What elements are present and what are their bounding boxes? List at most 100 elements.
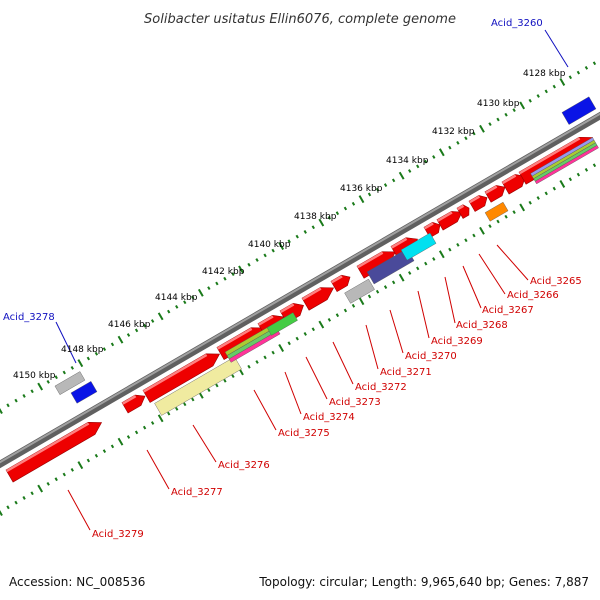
minor-tick — [142, 425, 147, 430]
minor-tick — [576, 70, 581, 75]
minor-tick — [592, 163, 597, 168]
major-tick — [438, 148, 445, 157]
connector-acid-3267 — [462, 265, 482, 309]
minor-tick — [456, 243, 460, 247]
feature-grey-3272 — [344, 278, 375, 304]
gene-label-acid-3269[interactable]: Acid_3269 — [431, 336, 483, 347]
genome-summary-text: Topology: circular; Length: 9,965,640 bp… — [259, 575, 589, 589]
minor-tick — [311, 327, 315, 332]
feature-khaki-3276 — [154, 356, 242, 416]
gene-label-acid-3265[interactable]: Acid_3265 — [530, 276, 582, 287]
feature-blue-3278 — [70, 381, 98, 404]
gene-label-acid-3272[interactable]: Acid_3272 — [355, 382, 407, 393]
major-tick — [398, 273, 405, 282]
major-tick — [318, 320, 325, 329]
minor-tick — [343, 308, 348, 313]
cds-acid-3264-shade — [502, 174, 517, 185]
minor-tick — [351, 303, 356, 308]
minor-tick — [110, 444, 115, 449]
minor-tick — [150, 421, 155, 425]
major-tick — [117, 437, 124, 446]
gene-label-acid-3270[interactable]: Acid_3270 — [405, 351, 457, 362]
minor-tick — [223, 378, 227, 383]
gene-label-acid-3267[interactable]: Acid_3267 — [482, 305, 534, 316]
minor-tick — [584, 66, 589, 70]
minor-tick — [247, 364, 251, 369]
major-tick — [77, 461, 84, 470]
minor-tick — [295, 234, 299, 239]
minor-tick — [126, 435, 131, 439]
minor-tick — [327, 215, 332, 220]
minor-tick — [576, 172, 581, 177]
major-tick — [0, 510, 3, 516]
minor-tick — [536, 196, 540, 200]
minor-tick — [432, 257, 436, 261]
minor-tick — [62, 472, 66, 477]
minor-tick — [86, 458, 91, 463]
minor-tick — [247, 262, 251, 267]
minor-tick — [183, 402, 187, 407]
minor-tick — [552, 84, 556, 89]
minor-tick — [22, 496, 26, 500]
gene-label-acid-3266[interactable]: Acid_3266 — [507, 290, 559, 301]
major-tick — [0, 408, 3, 414]
minor-tick — [528, 200, 532, 205]
minor-tick — [70, 467, 74, 472]
gene-label-acid-3268[interactable]: Acid_3268 — [456, 320, 508, 331]
major-tick — [318, 218, 325, 227]
minor-tick — [391, 178, 396, 183]
minor-tick — [335, 313, 340, 318]
minor-tick — [191, 397, 195, 402]
minor-tick — [464, 238, 468, 243]
gene-label-acid-3277[interactable]: Acid_3277 — [171, 487, 223, 498]
cds-acid-3267-shade — [437, 211, 453, 222]
major-tick — [358, 195, 365, 204]
kbp-label-4146: 4146 kbp — [108, 320, 151, 330]
minor-tick — [504, 214, 508, 219]
minor-tick — [488, 224, 492, 229]
gene-label-acid-3274[interactable]: Acid_3274 — [303, 412, 355, 423]
cds-acid-3267 — [436, 211, 463, 231]
connector-acid-3275 — [253, 389, 277, 431]
minor-tick — [408, 271, 412, 275]
minor-tick — [367, 294, 372, 299]
cds-acid-3265-shade — [469, 195, 481, 204]
gene-label-acid-3260[interactable]: Acid_3260 — [491, 18, 543, 29]
gene-label-acid-3276[interactable]: Acid_3276 — [218, 460, 270, 471]
major-tick — [479, 226, 485, 235]
gene-label-acid-3278[interactable]: Acid_3278 — [3, 312, 55, 323]
minor-tick — [311, 225, 315, 230]
minor-tick — [215, 383, 219, 388]
minor-tick — [14, 500, 18, 505]
minor-tick — [6, 403, 10, 408]
cds-acid-3270-shade — [357, 251, 384, 269]
gene-label-acid-3273[interactable]: Acid_3273 — [329, 397, 381, 408]
minor-tick — [167, 309, 171, 314]
kbp-label-4130: 4130 kbp — [477, 99, 520, 109]
gene-label-acid-3271[interactable]: Acid_3271 — [380, 367, 432, 378]
inner-scale-ring — [0, 163, 597, 516]
major-tick — [559, 180, 566, 188]
minor-tick — [54, 375, 58, 380]
minor-tick — [207, 286, 211, 291]
minor-tick — [383, 183, 388, 187]
feature-green-3275 — [266, 312, 298, 336]
cds-acid-3272-shade — [302, 287, 322, 301]
minor-tick — [303, 332, 307, 336]
minor-tick — [408, 169, 412, 173]
minor-tick — [102, 347, 107, 351]
minor-tick — [536, 94, 540, 98]
connector-acid-3276 — [192, 424, 217, 463]
major-tick — [479, 124, 485, 133]
connector-acid-3278 — [55, 321, 77, 364]
minor-tick — [592, 61, 597, 66]
cds-acid-3276 — [142, 353, 221, 403]
minor-tick — [496, 117, 500, 122]
gene-label-acid-3279[interactable]: Acid_3279 — [92, 529, 144, 540]
gene-label-acid-3275[interactable]: Acid_3275 — [278, 428, 330, 439]
feature-stripe-violet-b — [530, 137, 595, 177]
connector-acid-3268 — [444, 276, 456, 324]
kbp-label-4134: 4134 kbp — [386, 156, 429, 166]
minor-tick — [552, 186, 556, 191]
minor-tick — [70, 365, 74, 370]
